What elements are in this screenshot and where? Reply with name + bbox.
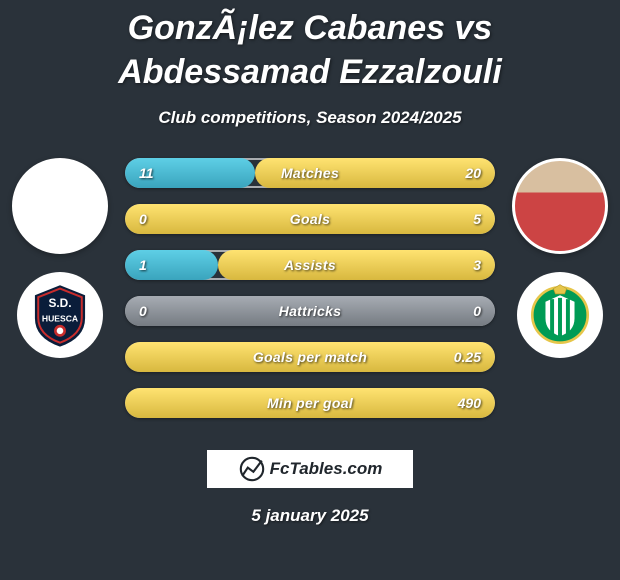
club-left-badge: S.D. HUESCA — [17, 272, 103, 358]
left-column: S.D. HUESCA — [10, 158, 110, 434]
brand-box: FcTables.com — [205, 448, 415, 490]
stat-row: 1120Matches — [125, 158, 495, 188]
page-subtitle: Club competitions, Season 2024/2025 — [0, 108, 620, 128]
stat-row: 490Min per goal — [125, 388, 495, 418]
stat-row: 00Hattricks — [125, 296, 495, 326]
right-column — [510, 158, 610, 434]
stat-label: Goals — [125, 204, 495, 234]
svg-text:HUESCA: HUESCA — [42, 314, 78, 324]
svg-text:S.D.: S.D. — [48, 296, 71, 310]
stat-label: Min per goal — [125, 388, 495, 418]
stat-row: 13Assists — [125, 250, 495, 280]
player-right-avatar — [512, 158, 608, 254]
huesca-crest-icon: S.D. HUESCA — [27, 282, 93, 348]
stat-row: 0.25Goals per match — [125, 342, 495, 372]
stat-label: Assists — [125, 250, 495, 280]
comparison-content: S.D. HUESCA 1120Matches 05Goals 13Assists 0… — [0, 158, 620, 434]
stat-label: Matches — [125, 158, 495, 188]
player-left-avatar — [12, 158, 108, 254]
stat-label: Hattricks — [125, 296, 495, 326]
fctables-logo-icon — [238, 455, 266, 483]
club-right-badge — [517, 272, 603, 358]
brand-label: FcTables.com — [270, 459, 383, 479]
stat-label: Goals per match — [125, 342, 495, 372]
stat-bars: 1120Matches 05Goals 13Assists 00Hattricks 0.… — [125, 158, 495, 434]
date-label: 5 january 2025 — [0, 506, 620, 526]
stat-row: 05Goals — [125, 204, 495, 234]
page-title: GonzÃ¡lez Cabanes vs Abdessamad Ezzalzou… — [0, 0, 620, 94]
betis-crest-icon — [527, 282, 593, 348]
